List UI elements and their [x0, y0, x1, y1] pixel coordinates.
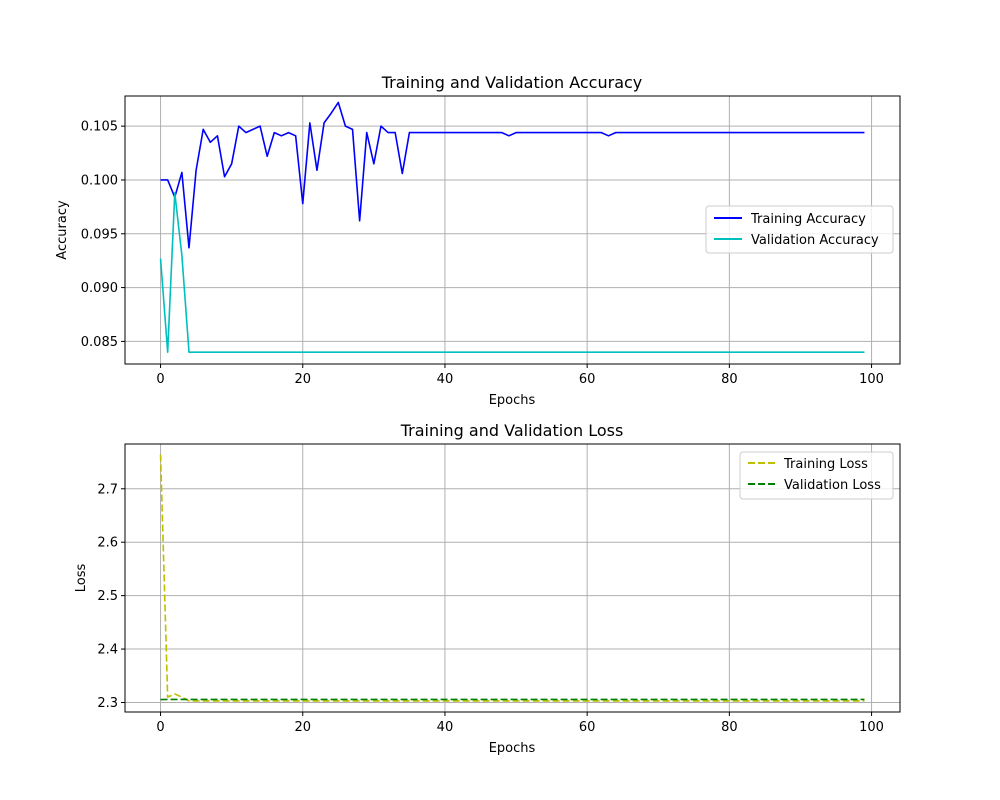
accuracy-y-ticks: 0.085 0.090 0.095 0.100 0.105 — [81, 120, 125, 350]
series-line-training-accuracy — [160, 101, 865, 249]
accuracy-y-tick-label: 0.095 — [81, 227, 118, 242]
series-line-validation-accuracy — [159, 192, 865, 353]
accuracy-x-tick-label: 80 — [721, 372, 738, 387]
accuracy-y-axis-label: Accuracy — [55, 200, 70, 260]
legend-label-training-accuracy: Training Accuracy — [750, 212, 866, 227]
loss-x-axis-label: Epochs — [489, 741, 536, 756]
loss-x-tick-label: 0 — [156, 720, 164, 735]
loss-y-tick-label: 2.5 — [97, 589, 118, 604]
accuracy-series-group — [159, 101, 865, 353]
accuracy-legend: Training Accuracy Validation Accuracy — [705, 205, 894, 254]
loss-y-tick-label: 2.6 — [97, 536, 118, 551]
loss-series-group — [159, 454, 865, 702]
loss-axes-frame — [124, 443, 901, 713]
loss-x-tick-label: 80 — [721, 720, 738, 735]
accuracy-y-tick-label: 0.085 — [81, 335, 118, 350]
accuracy-x-ticks: 0 20 40 60 80 100 — [156, 364, 884, 387]
accuracy-x-tick-label: 20 — [294, 372, 311, 387]
loss-x-ticks: 0 20 40 60 80 100 — [156, 712, 884, 735]
loss-x-tick-label: 40 — [437, 720, 454, 735]
loss-legend: Training Loss Validation Loss — [739, 451, 894, 500]
accuracy-axes-frame — [124, 95, 901, 365]
loss-legend-box — [739, 451, 894, 500]
loss-y-tick-label: 2.4 — [97, 643, 118, 658]
accuracy-y-tick-label: 0.090 — [81, 281, 118, 296]
loss-y-tick-label: 2.7 — [97, 482, 118, 497]
accuracy-chart-title: Training and Validation Accuracy — [381, 73, 643, 92]
legend-label-validation-loss: Validation Loss — [784, 478, 881, 493]
loss-x-tick-label: 20 — [294, 720, 311, 735]
loss-x-tick-label: 60 — [579, 720, 596, 735]
accuracy-x-tick-label: 40 — [437, 372, 454, 387]
accuracy-subplot: Training and Validation Accuracy 0 20 40 60… — [55, 73, 901, 408]
accuracy-legend-box — [705, 205, 894, 254]
legend-label-training-loss: Training Loss — [783, 457, 868, 472]
legend-label-validation-accuracy: Validation Accuracy — [751, 233, 879, 248]
accuracy-y-tick-label: 0.105 — [81, 120, 118, 135]
accuracy-x-tick-label: 0 — [156, 372, 164, 387]
accuracy-y-tick-label: 0.100 — [81, 173, 118, 188]
accuracy-x-axis-label: Epochs — [489, 393, 536, 408]
loss-y-tick-label: 2.3 — [97, 696, 118, 711]
loss-chart-title: Training and Validation Loss — [400, 421, 624, 440]
loss-y-axis-label: Loss — [74, 564, 89, 593]
accuracy-x-tick-label: 100 — [859, 372, 884, 387]
loss-x-tick-label: 100 — [859, 720, 884, 735]
accuracy-x-tick-label: 60 — [579, 372, 596, 387]
series-line-training-loss — [159, 454, 865, 702]
loss-subplot: Training and Validation Loss 0 20 40 60 80 10… — [74, 421, 901, 756]
loss-y-ticks: 2.3 2.4 2.5 2.6 2.7 — [97, 482, 125, 711]
